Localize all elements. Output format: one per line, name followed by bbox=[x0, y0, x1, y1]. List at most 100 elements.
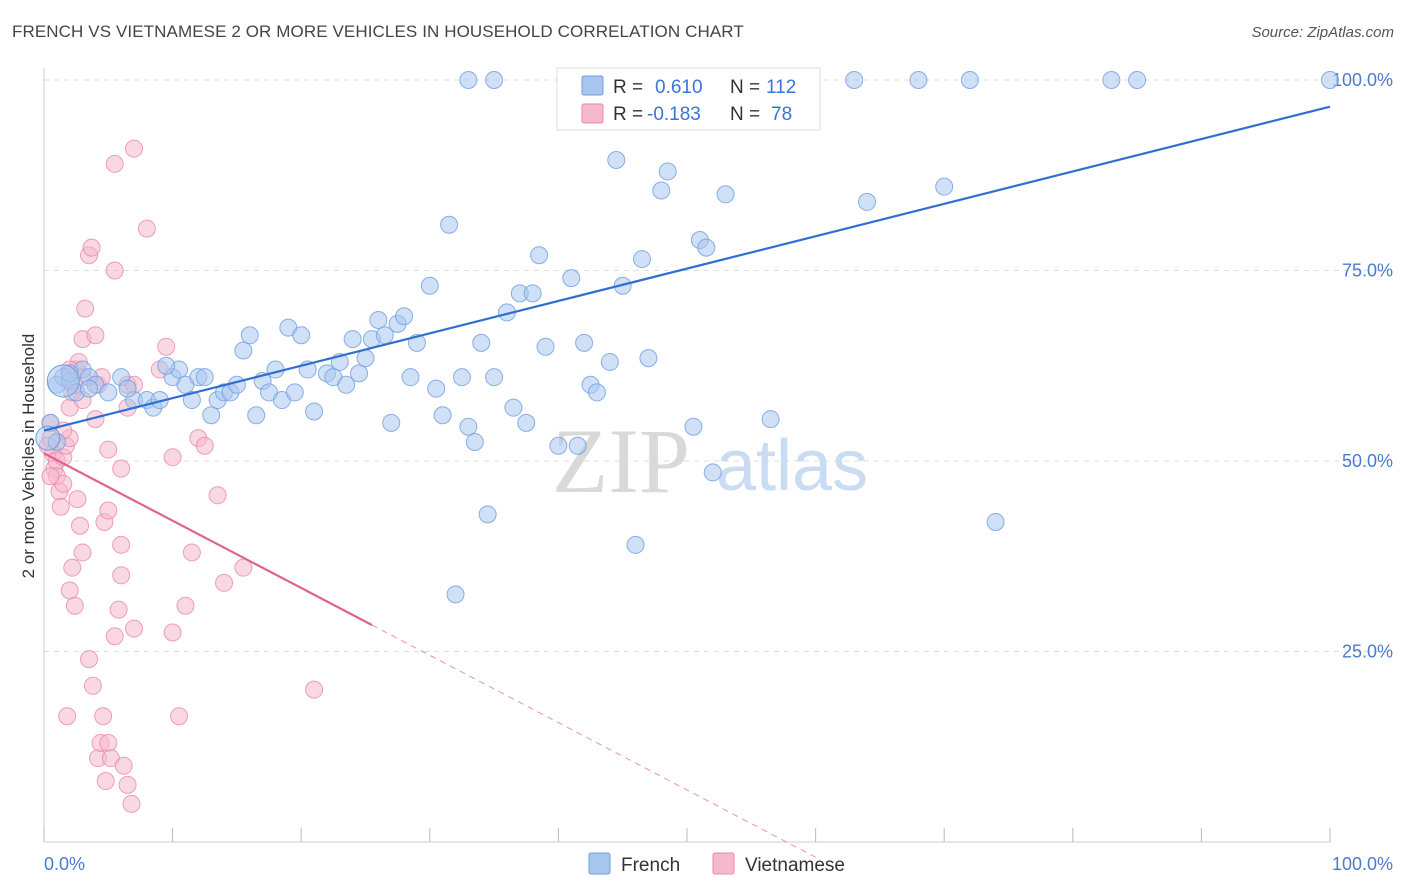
vietnamese-point-41 bbox=[163, 448, 182, 467]
french-point-68 bbox=[549, 436, 568, 455]
french-point-33 bbox=[292, 326, 311, 345]
legend-n-label-vietnamese: N = bbox=[730, 104, 760, 125]
vietnamese-point-53 bbox=[60, 581, 79, 600]
bottom-legend-label-vietnamese: Vietnamese bbox=[745, 855, 845, 876]
chart-source: Source: ZipAtlas.com bbox=[1251, 24, 1394, 41]
french-point-110 bbox=[118, 379, 137, 398]
french-point-39 bbox=[337, 375, 356, 394]
vietnamese-point-70 bbox=[114, 756, 133, 775]
vietnamese-point-51 bbox=[305, 680, 324, 699]
y-tick-label-1: 50.0% bbox=[1342, 451, 1393, 471]
french-point-81 bbox=[658, 162, 677, 181]
vietnamese-point-58 bbox=[73, 543, 92, 562]
vietnamese-point-56 bbox=[68, 490, 87, 509]
french-point-90 bbox=[986, 512, 1005, 531]
vietnamese-point-55 bbox=[65, 596, 84, 615]
y-tick-label-0: 25.0% bbox=[1342, 642, 1393, 662]
french-point-79 bbox=[639, 349, 658, 368]
axis-layer: 2 or more Vehicles in Household 25.0% 50.… bbox=[19, 68, 1393, 874]
vietnamese-point-20 bbox=[76, 299, 95, 318]
vietnamese-point-71 bbox=[118, 775, 137, 794]
french-point-88 bbox=[858, 192, 877, 211]
y-axis-title: 2 or more Vehicles in Household bbox=[19, 334, 38, 579]
watermark: ZIP atlas bbox=[552, 410, 868, 512]
french-point-41 bbox=[350, 364, 369, 383]
french-point-58 bbox=[472, 333, 491, 352]
french-series bbox=[35, 71, 1339, 604]
french-point-107 bbox=[47, 432, 66, 451]
watermark-zip: ZIP bbox=[552, 410, 690, 512]
vietnamese-point-23 bbox=[86, 326, 105, 345]
vietnamese-point-73 bbox=[125, 619, 144, 638]
trend-layer bbox=[43, 105, 1331, 858]
french-point-46 bbox=[382, 413, 401, 432]
french-point-69 bbox=[562, 269, 581, 288]
french-point-105 bbox=[1321, 71, 1339, 89]
legend-n-value-french: 112 bbox=[766, 77, 796, 98]
french-point-48 bbox=[395, 307, 414, 326]
french-point-57 bbox=[465, 432, 484, 451]
vietnamese-point-49 bbox=[215, 573, 234, 592]
vietnamese-point-38 bbox=[137, 219, 156, 238]
french-point-109 bbox=[80, 379, 99, 398]
y-tick-label-2: 75.0% bbox=[1342, 261, 1393, 281]
french-point-44 bbox=[369, 311, 388, 330]
vietnamese-point-36 bbox=[125, 139, 144, 158]
french-point-89 bbox=[935, 177, 954, 196]
french-point-84 bbox=[697, 238, 716, 257]
top-legend: R = 0.610 N = 112 R = -0.183 N = 78 bbox=[556, 67, 821, 131]
french-point-29 bbox=[266, 360, 285, 379]
french-point-71 bbox=[575, 333, 594, 352]
french-point-67 bbox=[536, 337, 555, 356]
french-point-92 bbox=[459, 71, 478, 89]
vietnamese-point-57 bbox=[71, 516, 90, 535]
bottom-legend-label-french: French bbox=[621, 855, 680, 876]
grid-layer bbox=[44, 79, 1392, 652]
french-point-25 bbox=[240, 326, 259, 345]
legend-r-value-vietnamese: -0.183 bbox=[647, 104, 701, 125]
vietnamese-point-59 bbox=[80, 650, 99, 669]
vietnamese-point-65 bbox=[99, 733, 118, 752]
french-point-111 bbox=[157, 356, 176, 375]
vietnamese-point-28 bbox=[99, 501, 118, 520]
vietnamese-point-75 bbox=[41, 467, 60, 486]
french-cluster-bubble bbox=[46, 364, 80, 398]
french-point-100 bbox=[845, 71, 864, 89]
x-tick-label-1: 100.0% bbox=[1332, 854, 1393, 874]
legend-r-label-vietnamese: R = bbox=[613, 104, 643, 125]
french-point-59 bbox=[478, 505, 497, 524]
bottom-legend-swatch-vietnamese bbox=[712, 852, 735, 875]
vietnamese-point-72 bbox=[122, 794, 141, 813]
vietnamese-trend-line bbox=[43, 452, 373, 626]
vietnamese-point-69 bbox=[112, 566, 131, 585]
vietnamese-point-50 bbox=[234, 558, 253, 577]
french-point-104 bbox=[1128, 71, 1147, 89]
french-point-78 bbox=[632, 250, 651, 269]
french-point-102 bbox=[960, 71, 979, 89]
french-point-54 bbox=[440, 215, 459, 234]
vietnamese-point-30 bbox=[105, 154, 124, 173]
bottom-legend-swatch-french bbox=[588, 852, 611, 875]
vietnamese-point-29 bbox=[99, 440, 118, 459]
vietnamese-point-45 bbox=[182, 543, 201, 562]
vietnamese-point-22 bbox=[82, 238, 101, 257]
vietnamese-point-47 bbox=[195, 436, 214, 455]
french-point-70 bbox=[568, 436, 587, 455]
vietnamese-point-7 bbox=[51, 497, 70, 516]
french-point-77 bbox=[626, 535, 645, 554]
french-point-65 bbox=[523, 284, 542, 303]
french-point-18 bbox=[195, 368, 214, 387]
french-point-101 bbox=[909, 71, 928, 89]
chart-title: FRENCH VS VIETNAMESE 2 OR MORE VEHICLES … bbox=[12, 22, 744, 41]
french-point-80 bbox=[652, 181, 671, 200]
french-point-75 bbox=[607, 151, 626, 170]
french-point-60 bbox=[485, 368, 504, 387]
french-point-19 bbox=[202, 406, 221, 425]
french-point-87 bbox=[761, 410, 780, 429]
legend-swatch-french bbox=[581, 75, 604, 96]
french-trend-line bbox=[43, 105, 1331, 432]
french-point-53 bbox=[433, 406, 452, 425]
vietnamese-point-43 bbox=[170, 707, 189, 726]
